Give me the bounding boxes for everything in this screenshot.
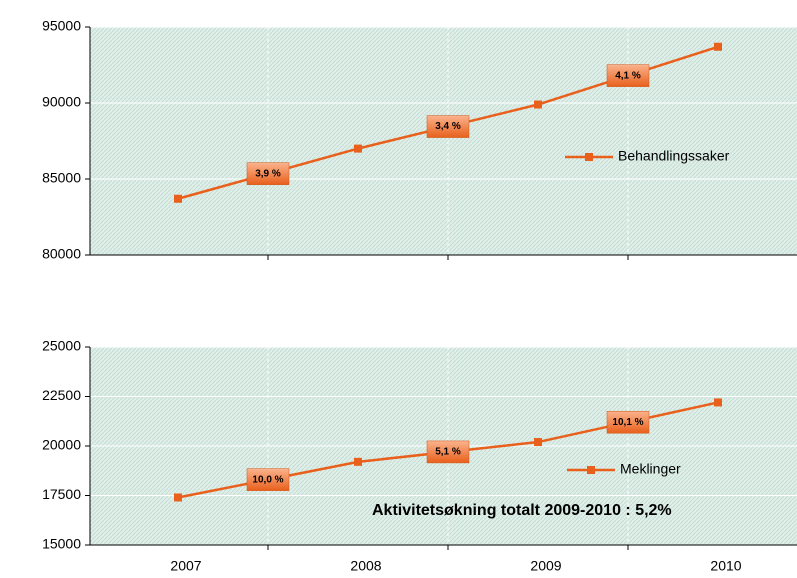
y-tick-label: 85000 [42,170,81,186]
marker [534,100,542,109]
marker [354,144,362,153]
legend-marker [587,466,595,474]
x-tick-label: 2008 [350,558,381,574]
marker [714,42,722,51]
y-tick-label: 20000 [42,437,81,453]
marker [174,194,182,203]
annotation-box [606,410,650,434]
y-tick-label: 22500 [42,387,81,403]
y-tick-label: 17500 [42,486,81,502]
annotation: 3,9 % [255,168,281,179]
y-tick-label: 15000 [42,536,81,552]
annotation: 10,1 % [612,417,643,428]
annotation-box [426,115,470,138]
y-tick-label: 95000 [42,18,81,34]
y-tick-label: 90000 [42,94,81,110]
x-tick-label: 2007 [170,558,201,574]
plot-area [90,27,797,255]
legend-label: Behandlingssaker [618,148,730,164]
x-tick-label: 2009 [530,558,561,574]
annotation: 5,1 % [435,447,461,458]
annotation-box [246,162,290,185]
annotation-box [426,440,470,464]
y-tick-label: 25000 [42,338,81,354]
legend-label: Meklinger [620,461,681,477]
marker [534,438,542,447]
legend-marker [585,153,593,161]
marker [714,398,722,407]
y-tick-label: 80000 [42,246,81,262]
marker [174,493,182,502]
annotation-box [606,64,650,87]
annotation: 4,1 % [615,70,641,81]
chart-root: 80000 85000 90000 95000 3,9 % 3,4 % 4,1 % Behan… [42,18,797,574]
annotation-box [246,468,290,491]
marker [354,457,362,466]
x-tick-label: 2010 [710,558,741,574]
annotation: 10,0 % [252,474,283,485]
annotation: 3,4 % [435,121,461,132]
note: Aktivitetsøkning totalt 2009-2010 : 5,2% [372,502,672,519]
